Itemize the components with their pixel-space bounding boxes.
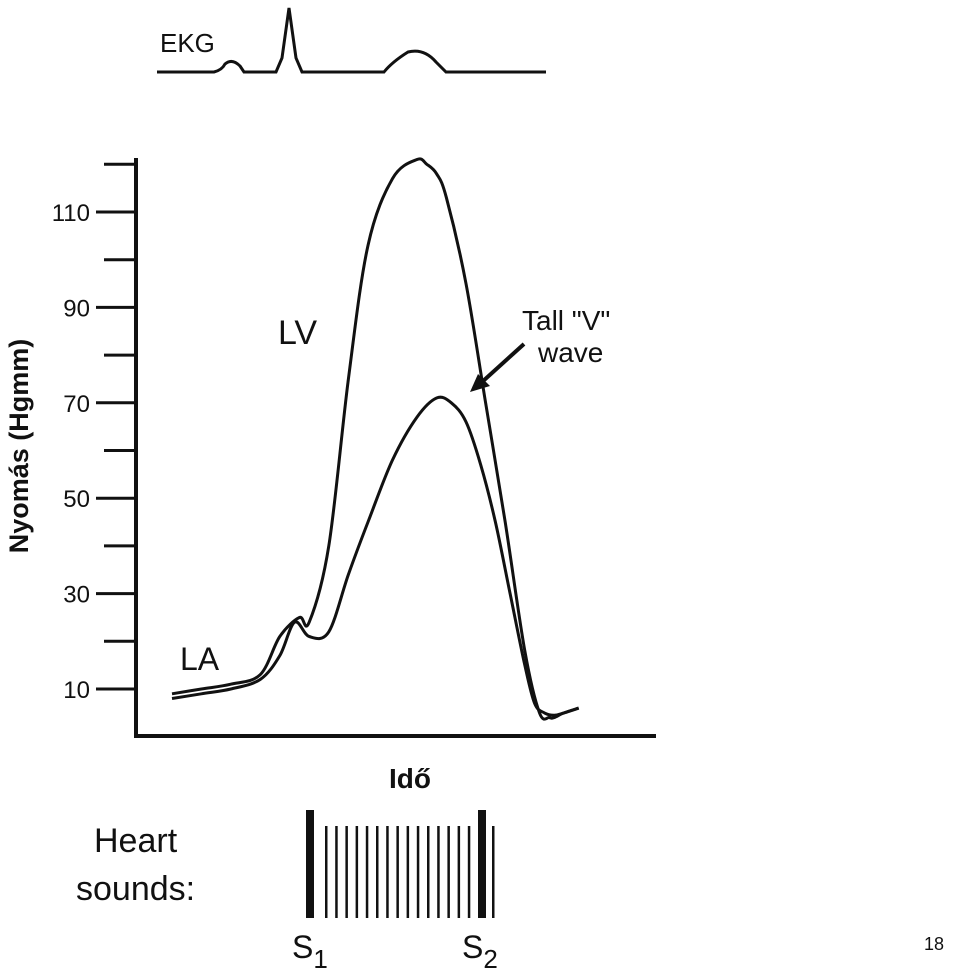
heart-sounds-label-line1: Heart [94,822,178,860]
v-wave-label-line1: Tall "V" [522,305,610,336]
murmur-line [396,826,399,918]
murmur-line [406,826,410,918]
murmur-line [427,826,430,918]
x-axis-title: Idő [389,763,431,794]
heart-sounds: Heart sounds: S1 S2 [76,810,498,974]
v-wave-arrow [470,342,526,392]
y-tick-label-50: 50 [63,486,90,513]
murmur-line [467,826,471,918]
murmur-line [457,826,461,918]
murmur-line [355,826,359,918]
murmur-line [437,826,440,918]
murmur-line [345,826,348,918]
heart-sound-bars [306,810,495,918]
v-wave-label-line2: wave [537,337,603,368]
s1-bar [306,810,314,918]
murmur-line [416,826,420,918]
murmur-line [386,826,389,918]
y-axis-title: Nyomás (Hgmm) [4,339,34,554]
y-tick-label-10: 10 [63,677,90,704]
lv-label: LV [278,314,317,352]
ekg-strip: EKG [157,7,546,74]
ekg-label: EKG [160,28,215,58]
murmur-line [447,826,450,918]
murmur-line [335,826,338,918]
series-la-line [171,395,580,717]
murmur-line [376,826,379,918]
y-tick-label-30: 30 [63,582,90,609]
s2-label: S2 [462,929,498,974]
la-label: LA [180,641,220,677]
series-layer [171,157,580,721]
y-tick-label-90: 90 [63,295,90,322]
heart-sounds-label-line2: sounds: [76,870,195,908]
ekg-trace [157,7,546,74]
s2-bar [478,810,486,918]
murmur-line [492,826,495,918]
page-number: 18 [924,934,944,954]
y-tick-label-70: 70 [63,391,90,418]
y-tick-label-110: 110 [52,200,90,227]
murmur-line [365,826,369,918]
y-ticks [96,162,138,691]
y-tick-labels: 10 30 50 70 90 110 [52,200,90,704]
murmur-line [325,826,328,918]
s1-label: S1 [292,929,328,974]
axes: 10 30 50 70 90 110 [52,158,656,738]
